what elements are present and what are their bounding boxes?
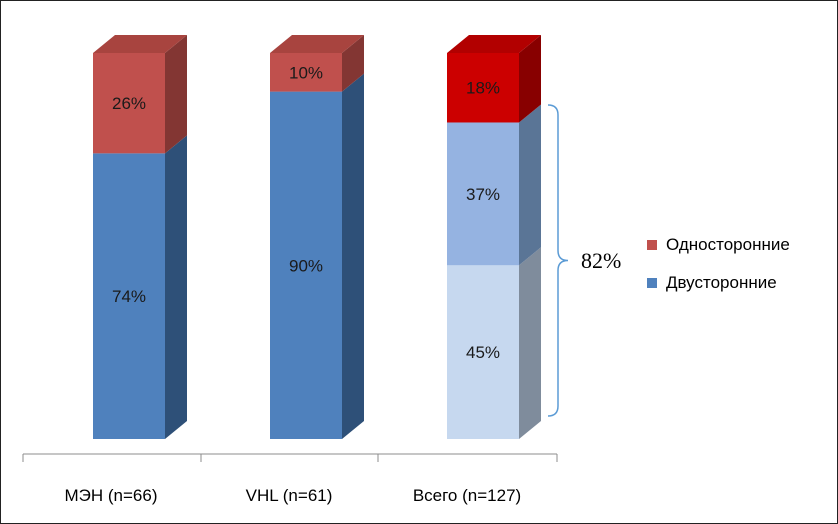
bar-label-1-0: 90% [289,256,323,275]
legend-item-bilateral: Двусторонние [647,271,790,295]
legend-swatch-unilateral [647,240,657,250]
brace-annotation-label: 82% [581,248,622,273]
bar-side-1-1 [342,35,364,92]
legend-label-bilateral: Двусторонние [666,273,777,292]
legend: Односторонние Двусторонние [647,233,790,309]
bar-segment-0-0 [93,153,165,440]
bar-label-0-1: 26% [112,94,146,113]
bar-label-2-1: 37% [466,185,500,204]
bar-segment-1-1 [270,53,342,92]
brace-icon [547,104,569,417]
bar-segment-0-1 [93,53,165,154]
legend-swatch-bilateral [647,278,657,288]
bar-top-1 [270,35,364,53]
bar-top-0 [93,35,187,53]
bar-side-2-0 [519,247,541,439]
bar-label-0-0: 74% [112,287,146,306]
bar-segment-2-1 [447,122,519,266]
bar-side-1-0 [342,73,364,439]
bar-label-1-1: 10% [289,63,323,82]
bar-segment-1-0 [270,91,342,439]
category-label-2: Всего (n=127) [413,486,521,505]
category-label-0: МЭН (n=66) [65,486,158,505]
bar-side-2-2 [519,35,541,123]
category-label-1: VHL (n=61) [246,486,333,505]
legend-item-unilateral: Односторонние [647,233,790,257]
legend-label-unilateral: Односторонние [666,235,790,254]
bar-side-0-1 [165,35,187,154]
bar-side-2-1 [519,104,541,266]
bar-label-2-0: 45% [466,343,500,362]
bar-segment-2-0 [447,265,519,439]
bar-label-2-2: 18% [466,79,500,98]
bar-segment-2-2 [447,53,519,123]
bar-top-2 [447,35,541,53]
bar-side-0-0 [165,135,187,440]
